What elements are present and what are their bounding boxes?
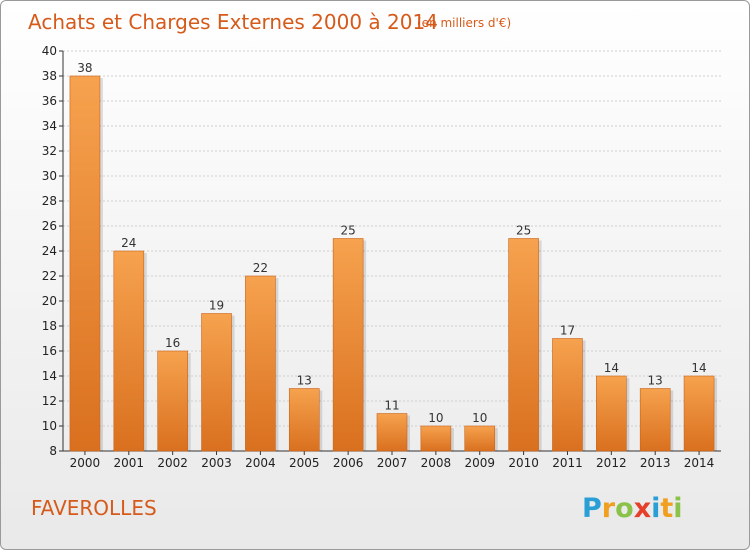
- chart-subtitle: (en milliers d'€): [417, 16, 511, 30]
- grid-lines: [63, 50, 721, 452]
- x-tick-label: 2000: [70, 456, 101, 470]
- data-label: 17: [560, 324, 575, 338]
- bar: [332, 238, 364, 452]
- x-tick-label: 2012: [596, 456, 627, 470]
- y-tick-label: 8: [49, 444, 57, 458]
- y-tick-label: 36: [42, 94, 57, 108]
- x-tick-label: 2009: [464, 456, 495, 470]
- bar: [508, 238, 539, 452]
- bar: [683, 375, 715, 452]
- bar: [201, 313, 232, 452]
- y-tick-label: 30: [42, 169, 57, 183]
- logo-letter: x: [634, 493, 651, 524]
- y-tick-label: 28: [42, 194, 57, 208]
- y-tick-label: 16: [42, 344, 57, 358]
- x-tick-label: 2013: [640, 456, 671, 470]
- proxiti-logo: Proxiti: [582, 493, 683, 524]
- bars: [69, 75, 718, 452]
- bar: [157, 350, 188, 452]
- y-tick-label: 20: [42, 294, 57, 308]
- data-label: 16: [165, 336, 180, 350]
- data-label: 24: [121, 236, 136, 250]
- y-tick-label: 14: [42, 369, 57, 383]
- bar: [596, 375, 627, 452]
- x-tick-label: 2010: [508, 456, 539, 470]
- logo-letter: i: [673, 493, 682, 524]
- y-tick-label: 34: [42, 119, 57, 133]
- y-tick-label: 10: [42, 419, 57, 433]
- logo-letter: r: [602, 493, 616, 524]
- x-tick-label: 2001: [114, 456, 145, 470]
- y-tick-label: 40: [42, 44, 57, 58]
- y-tick-label: 26: [42, 219, 57, 233]
- x-tick-label: 2014: [684, 456, 715, 470]
- data-label: 19: [209, 299, 224, 313]
- data-label: 10: [428, 411, 443, 425]
- y-tick-label: 18: [42, 319, 57, 333]
- data-label: 11: [384, 399, 399, 413]
- x-tick-label: 2004: [245, 456, 276, 470]
- x-tick-label: 2008: [421, 456, 452, 470]
- y-tick-label: 38: [42, 69, 57, 83]
- bar: [376, 413, 408, 452]
- data-label: 25: [340, 224, 355, 238]
- data-label: 13: [297, 374, 312, 388]
- y-tick-label: 32: [42, 144, 57, 158]
- data-label: 25: [516, 224, 531, 238]
- data-label: 38: [77, 61, 92, 75]
- data-labels: 38 24 16 19 22 13 25 11 10 10 25 17 14 13 14: [77, 61, 706, 425]
- bar: [113, 250, 145, 452]
- x-tick-label: 2003: [201, 456, 232, 470]
- data-label: 10: [472, 411, 487, 425]
- bar: [288, 388, 320, 452]
- x-tick-label: 2002: [157, 456, 188, 470]
- data-label: 13: [648, 374, 663, 388]
- bar: [639, 388, 671, 452]
- logo-letter: t: [660, 493, 673, 524]
- x-tick-label: 2011: [552, 456, 583, 470]
- bar: [245, 275, 276, 452]
- bar: [420, 425, 452, 452]
- data-label: 14: [604, 361, 619, 375]
- bar: [552, 338, 583, 452]
- y-tick-label: 22: [42, 269, 57, 283]
- data-label: 14: [691, 361, 706, 375]
- x-tick-label: 2005: [289, 456, 320, 470]
- y-tick-label: 24: [42, 244, 57, 258]
- chart-title: Achats et Charges Externes 2000 à 2014: [28, 10, 438, 34]
- y-tick-label: 12: [42, 394, 57, 408]
- logo-letter: o: [615, 493, 634, 524]
- bar: [69, 75, 101, 452]
- logo-letter: i: [651, 493, 660, 524]
- axes: 8 10 12 14 16 18 20 22 24 26 28 30 32 34 36 38 40 2000 200…: [42, 44, 721, 470]
- data-label: 22: [253, 261, 268, 275]
- x-tick-label: 2006: [333, 456, 364, 470]
- x-tick-label: 2007: [377, 456, 408, 470]
- logo-letter: P: [582, 493, 602, 524]
- place-name: FAVEROLLES: [31, 496, 157, 520]
- bar: [464, 425, 496, 452]
